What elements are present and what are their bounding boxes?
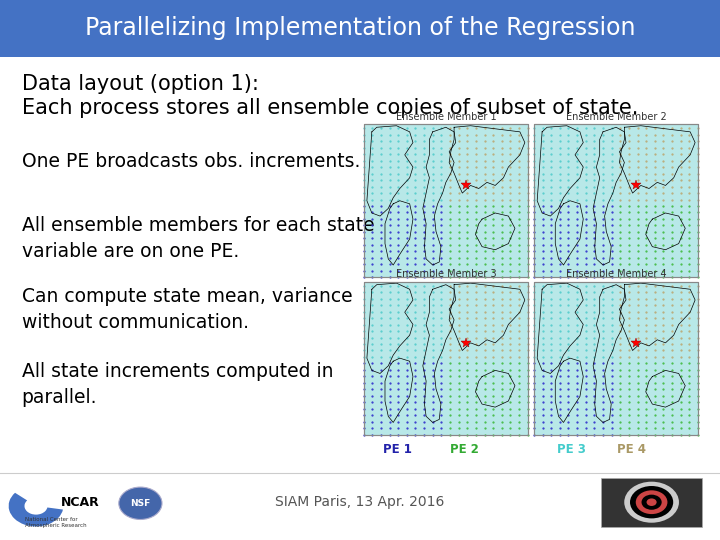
Text: Ensemble Member 3: Ensemble Member 3 [395,269,496,279]
Text: PE 3: PE 3 [557,443,585,456]
Circle shape [630,486,673,518]
Bar [534,282,698,435]
Circle shape [642,495,662,510]
Bar [364,124,528,278]
Circle shape [119,487,162,519]
Text: PE 1: PE 1 [382,443,412,456]
Bar [534,282,698,435]
Text: All ensemble members for each state
variable are on one PE.: All ensemble members for each state vari… [22,216,374,261]
Bar [0,0,720,57]
Text: PE 4: PE 4 [617,443,646,456]
Text: NSF: NSF [130,499,150,508]
Text: Each process stores all ensemble copies of subset of state.: Each process stores all ensemble copies … [22,98,638,118]
Bar [364,282,528,435]
Circle shape [647,498,657,506]
Text: SIAM Paris, 13 Apr. 2016: SIAM Paris, 13 Apr. 2016 [275,495,445,509]
Circle shape [624,482,679,523]
Text: All state increments computed in
parallel.: All state increments computed in paralle… [22,362,333,407]
Text: Ensemble Member 2: Ensemble Member 2 [566,111,667,122]
Bar [534,124,698,278]
Wedge shape [9,493,63,526]
Bar [534,124,698,278]
Text: Ensemble Member 4: Ensemble Member 4 [566,269,667,279]
Text: NCAR: NCAR [61,496,100,509]
Bar [364,282,528,435]
Text: PE 2: PE 2 [449,443,479,456]
Text: Parallelizing Implementation of the Regression: Parallelizing Implementation of the Regr… [85,16,635,40]
Text: Data layout (option 1):: Data layout (option 1): [22,73,258,94]
Text: Ensemble Member 1: Ensemble Member 1 [395,111,496,122]
Text: One PE broadcasts obs. increments.: One PE broadcasts obs. increments. [22,152,360,171]
Text: National Center for
Atmospheric Research: National Center for Atmospheric Research [25,517,87,528]
Text: Can compute state mean, variance
without communication.: Can compute state mean, variance without… [22,287,352,332]
Bar [364,124,528,278]
Bar [601,478,702,526]
Circle shape [636,490,667,514]
